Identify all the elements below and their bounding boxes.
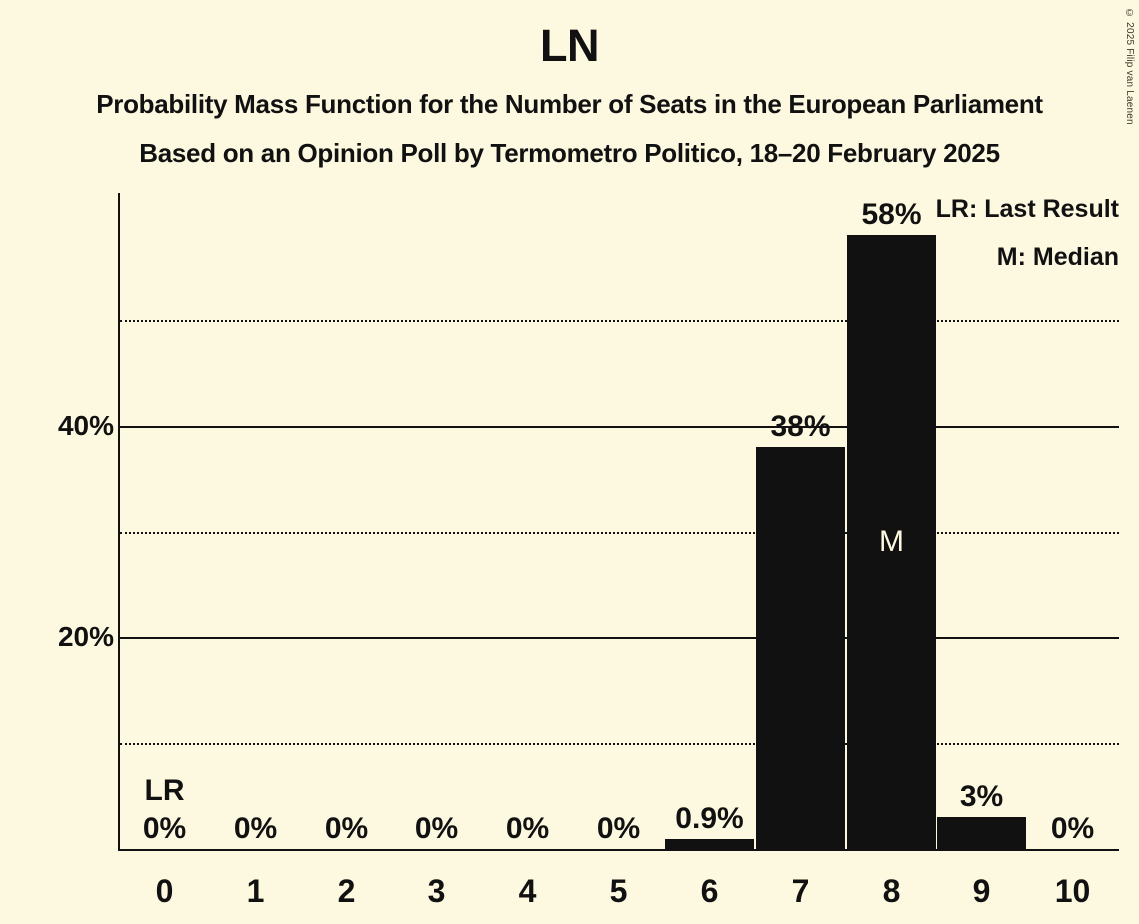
x-axis-tick-label: 1 <box>246 873 265 909</box>
legend: LR: Last Result M: Median <box>936 185 1119 281</box>
gridline-50 <box>120 319 1119 322</box>
x-axis-tick-label: 0 <box>155 873 174 909</box>
x-axis-tick-label: 3 <box>427 873 446 909</box>
bar <box>937 817 1026 849</box>
bar-value-label: 0% <box>233 812 278 845</box>
bar-value-label: 0% <box>1050 812 1095 845</box>
bar-value-label: 58% <box>861 198 922 231</box>
y-axis-line <box>118 193 120 851</box>
bar-marker-m: M <box>879 525 904 558</box>
x-axis-tick-label: 4 <box>518 873 537 909</box>
y-axis-tick-label: 20% <box>57 621 114 653</box>
legend-entry-last-result: LR: Last Result <box>935 195 1119 223</box>
chart-source-line: Based on an Opinion Poll by Termometro P… <box>139 138 1000 168</box>
page-title: LN <box>540 20 600 71</box>
bar-value-label: 0% <box>142 812 187 845</box>
x-axis-tick-label: 2 <box>337 873 356 909</box>
bar-value-label: 0% <box>414 812 459 845</box>
bar-value-label: 0% <box>596 812 641 845</box>
bar-value-label: 0% <box>505 812 550 845</box>
x-axis-tick-label: 9 <box>972 873 991 909</box>
bar-marker-lr: LR <box>144 774 185 807</box>
x-axis-tick-label: 6 <box>700 873 719 909</box>
plot-area <box>120 193 1119 849</box>
bar-value-label: 3% <box>959 780 1004 813</box>
x-axis-line <box>118 849 1119 851</box>
bar <box>665 839 754 849</box>
bar <box>847 235 936 849</box>
x-axis-tick-label: 8 <box>882 873 901 909</box>
bar-value-label: 38% <box>770 410 831 443</box>
gridline-30 <box>120 531 1119 534</box>
bar-value-label: 0% <box>324 812 369 845</box>
y-axis-tick-label: 40% <box>57 409 114 441</box>
bar <box>756 447 845 849</box>
legend-entry-median: M: Median <box>996 243 1119 271</box>
x-axis-tick-label: 5 <box>609 873 628 909</box>
bar-value-label: 0.9% <box>675 802 744 835</box>
x-axis-tick-label: 7 <box>791 873 810 909</box>
gridline-10 <box>120 743 1119 746</box>
gridline-40 <box>120 425 1119 428</box>
x-axis-tick-label: 10 <box>1054 873 1091 909</box>
chart-subtitle: Probability Mass Function for the Number… <box>96 89 1043 119</box>
copyright-notice: © 2025 Filip van Laenen <box>1124 8 1135 125</box>
gridline-20 <box>120 637 1119 640</box>
